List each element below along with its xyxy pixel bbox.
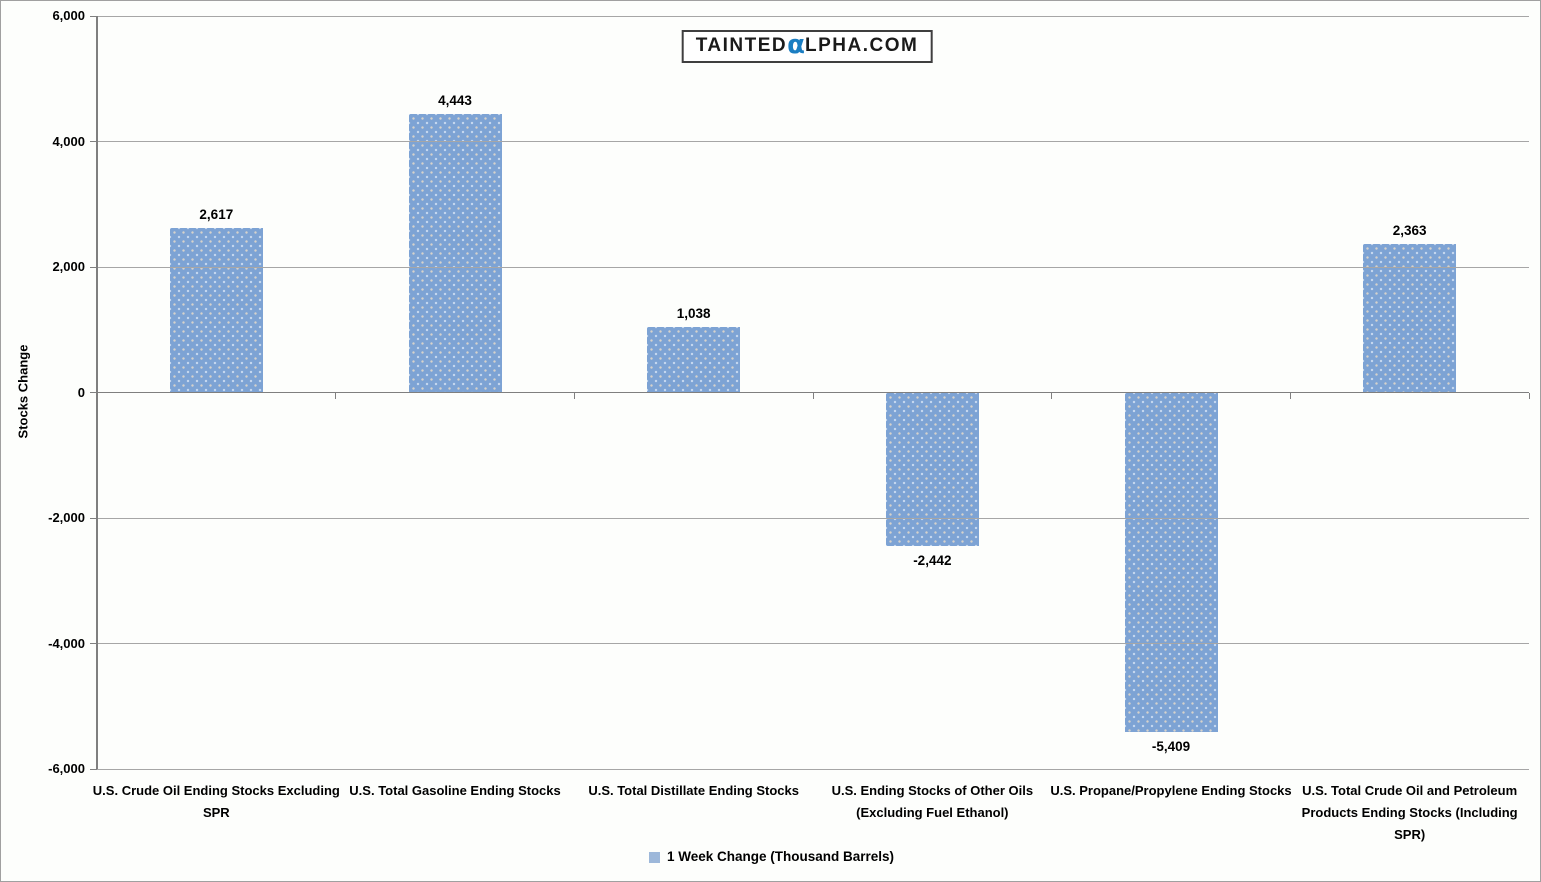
y-tick-label: -4,000 [48, 635, 85, 651]
y-axis-tick [90, 768, 97, 770]
logo-text-part2: LPHA.COM [804, 35, 919, 56]
bar [1363, 244, 1457, 393]
tainted-alpha-logo: TAINTEDαLPHA.COM [681, 30, 933, 63]
y-axis-tick [90, 517, 97, 519]
gridline [97, 643, 1529, 644]
bar-value-label: -2,442 [913, 552, 952, 568]
gridline [97, 15, 1529, 17]
bar-value-label: 2,617 [199, 207, 234, 223]
bar [1124, 392, 1218, 732]
category-label: U.S. Ending Stocks of Other Oils (Exclud… [831, 783, 1034, 820]
y-tick-label: 4,000 [52, 133, 85, 149]
legend-swatch-icon [648, 851, 660, 863]
y-tick-label: 0 [77, 384, 85, 400]
category-axis-tick [573, 392, 575, 399]
bar [408, 113, 502, 393]
bar [169, 228, 263, 393]
y-tick-label: 6,000 [52, 8, 85, 23]
logo-text-part1: TAINTED [695, 35, 788, 56]
category-axis-tick [96, 392, 98, 399]
category-axis-tick [335, 392, 337, 399]
y-tick-label: 2,000 [52, 259, 85, 274]
legend-label: 1 Week Change (Thousand Barrels) [666, 849, 895, 864]
gridline [97, 141, 1529, 142]
bar [647, 327, 741, 393]
y-tick-label: -6,000 [48, 761, 85, 776]
category-label: U.S. Propane/Propylene Ending Stocks [1050, 783, 1292, 798]
y-axis-tick [90, 392, 97, 393]
y-axis-tick [90, 15, 97, 17]
category-label: U.S. Total Crude Oil and Petroleum Produ… [1301, 783, 1518, 842]
bar-value-label: 4,443 [438, 92, 472, 108]
bar-value-label: 2,363 [1392, 223, 1427, 239]
gridline [97, 517, 1529, 519]
category-axis-tick [1528, 392, 1530, 399]
category-axis-tick [812, 392, 814, 399]
gridline [97, 266, 1529, 268]
category-axis-tick [1289, 392, 1291, 399]
category-label: U.S. Crude Oil Ending Stocks Excluding S… [92, 783, 340, 820]
category-axis-tick [1051, 392, 1053, 399]
category-label: U.S. Total Gasoline Ending Stocks [349, 783, 561, 798]
y-axis-tick [90, 643, 97, 644]
logo-alpha-glyph: α [787, 30, 805, 60]
category-label: U.S. Total Distillate Ending Stocks [588, 783, 799, 798]
gridline [97, 768, 1529, 770]
y-axis-tick [90, 266, 97, 268]
bar-value-label: -5,409 [1151, 738, 1191, 754]
y-tick-label: -2,000 [48, 510, 85, 525]
bar [885, 392, 979, 546]
y-axis-tick [90, 141, 97, 142]
legend: 1 Week Change (Thousand Barrels) [1, 848, 1540, 866]
bar-value-label: 1,038 [676, 306, 711, 322]
